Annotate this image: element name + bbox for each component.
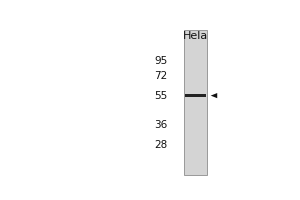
Text: 36: 36: [154, 120, 168, 130]
Text: Hela: Hela: [183, 31, 208, 41]
Bar: [184, 30, 207, 175]
Text: 72: 72: [154, 71, 168, 81]
Text: 55: 55: [154, 91, 168, 101]
Text: 28: 28: [154, 140, 168, 150]
Bar: [185, 94, 206, 97]
Text: 95: 95: [154, 56, 168, 66]
Polygon shape: [211, 93, 217, 98]
